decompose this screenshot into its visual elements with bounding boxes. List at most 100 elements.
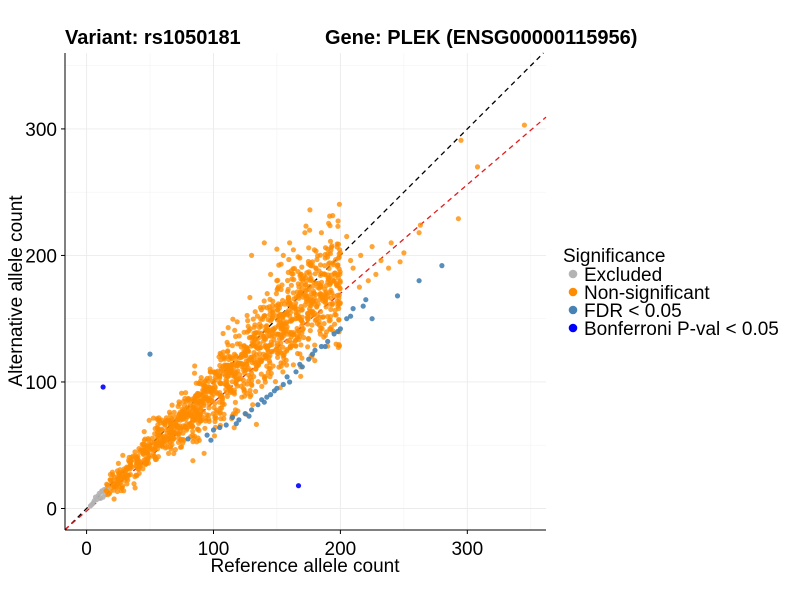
data-point [127, 463, 133, 469]
data-point [250, 402, 256, 408]
y-tick-label: 200 [25, 246, 57, 267]
data-point [455, 216, 461, 222]
data-point [386, 265, 392, 271]
data-point [107, 477, 113, 483]
data-point [279, 332, 285, 338]
data-point [275, 307, 281, 313]
data-point [290, 362, 296, 368]
data-point [336, 201, 342, 207]
data-point [297, 361, 303, 367]
data-point [315, 253, 321, 259]
data-point [207, 369, 213, 375]
data-point [247, 356, 253, 362]
data-point [305, 336, 311, 342]
data-point [321, 271, 327, 277]
data-point [146, 454, 152, 460]
data-point [169, 429, 175, 435]
data-point [298, 318, 304, 324]
data-points [87, 122, 528, 509]
data-point [153, 440, 159, 447]
y-tick-label: 0 [46, 499, 57, 520]
data-point [174, 428, 180, 434]
data-point [195, 435, 201, 441]
data-point [266, 342, 273, 349]
data-point [350, 265, 356, 271]
data-point [251, 324, 257, 330]
data-point [242, 367, 248, 373]
data-point [258, 357, 264, 363]
data-point [299, 281, 305, 287]
data-point [521, 122, 528, 128]
data-point [280, 369, 286, 375]
data-point [394, 293, 401, 299]
data-point [288, 331, 294, 337]
data-point [242, 411, 248, 417]
data-point [331, 331, 337, 337]
data-point [233, 377, 239, 383]
data-point [300, 327, 306, 333]
data-point [177, 417, 184, 423]
data-point [141, 451, 147, 457]
data-point [274, 287, 280, 293]
data-point [295, 333, 301, 339]
data-point [337, 301, 343, 307]
data-point [309, 351, 316, 357]
data-point [322, 245, 329, 251]
data-point [257, 341, 263, 347]
data-point [234, 341, 240, 347]
data-point [416, 278, 422, 284]
data-point [302, 230, 308, 236]
data-point [228, 355, 234, 361]
data-point [136, 458, 142, 464]
data-point [439, 263, 445, 269]
data-point [253, 366, 259, 372]
data-point [212, 374, 219, 380]
data-point [223, 377, 229, 383]
y-axis-title: Alternative allele count [6, 195, 27, 387]
data-point [276, 345, 282, 351]
data-point [253, 352, 259, 358]
data-point [303, 223, 309, 229]
data-point [299, 307, 305, 313]
data-point [201, 450, 207, 456]
data-point [329, 302, 335, 308]
data-point [89, 502, 95, 508]
data-point [104, 482, 110, 488]
data-point [232, 399, 238, 405]
data-point [92, 494, 99, 500]
data-point [147, 351, 153, 357]
data-point [344, 316, 350, 322]
data-point [322, 343, 328, 350]
data-point [155, 426, 161, 432]
x-ticks: 0 100 200 300 [81, 530, 483, 560]
data-point [318, 325, 324, 331]
data-point [204, 432, 210, 438]
data-point [253, 421, 259, 427]
data-point [107, 489, 113, 495]
data-point [328, 247, 334, 253]
data-point [192, 405, 198, 411]
data-point [322, 286, 328, 292]
data-point [232, 327, 238, 333]
data-point [369, 244, 375, 250]
data-point [317, 262, 324, 268]
data-point [290, 247, 296, 253]
data-point [192, 395, 198, 401]
data-point [217, 405, 223, 411]
data-point [177, 411, 183, 417]
data-point [211, 433, 218, 439]
data-point [206, 378, 212, 384]
data-point [307, 207, 313, 213]
data-point [287, 313, 293, 319]
data-point [318, 284, 324, 290]
data-point [238, 376, 244, 382]
data-point [319, 295, 325, 301]
legend-label: Non-significant [584, 283, 710, 304]
data-point [97, 495, 104, 501]
data-point [337, 269, 343, 275]
data-point [155, 430, 161, 436]
data-point [131, 481, 137, 487]
data-point [336, 317, 342, 323]
data-point [267, 312, 273, 318]
data-point [327, 260, 333, 266]
